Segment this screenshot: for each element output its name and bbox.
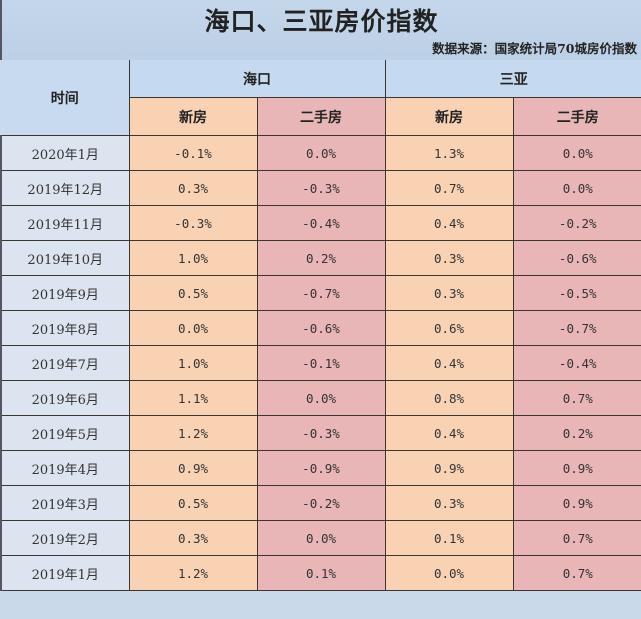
haikou-new-cell: 1.2% — [128, 415, 258, 451]
sanya-new-cell: 0.1% — [384, 520, 514, 556]
table-row: 2019年5月 1.2% -0.3% 0.4% 0.2% — [0, 415, 641, 451]
haikou-used-cell: 0.0% — [256, 520, 386, 556]
sanya-new-cell: 0.6% — [384, 310, 514, 346]
date-cell: 2019年8月 — [0, 310, 130, 346]
haikou-new-cell: 1.0% — [128, 345, 258, 381]
table-row: 2019年11月 -0.3% -0.4% 0.4% -0.2% — [0, 205, 641, 241]
haikou-new-cell: 0.5% — [128, 485, 258, 521]
sanya-used-cell: 0.0% — [512, 170, 641, 206]
haikou-used-cell: 0.1% — [256, 555, 386, 591]
header-time: 时间 — [1, 60, 130, 136]
haikou-used-cell: -0.3% — [256, 170, 386, 206]
table-row: 2019年2月 0.3% 0.0% 0.1% 0.7% — [0, 520, 641, 556]
haikou-used-cell: 0.2% — [256, 240, 386, 276]
haikou-used-cell: -0.9% — [256, 450, 386, 486]
table-row: 2019年1月 1.2% 0.1% 0.0% 0.7% — [0, 555, 641, 591]
date-cell: 2019年6月 — [0, 380, 130, 416]
sanya-new-cell: 0.4% — [384, 415, 514, 451]
sanya-new-cell: 0.7% — [384, 170, 514, 206]
haikou-used-cell: -0.1% — [256, 345, 386, 381]
header-sanya-new: 新房 — [384, 97, 514, 136]
date-cell: 2019年5月 — [0, 415, 130, 451]
table-body: 2020年1月 -0.1% 0.0% 1.3% 0.0% 2019年12月 0.3% -0.3… — [0, 135, 641, 591]
sanya-used-cell: 0.9% — [512, 485, 641, 521]
table-row: 2019年12月 0.3% -0.3% 0.7% 0.0% — [0, 170, 641, 206]
haikou-new-cell: 1.0% — [128, 240, 258, 276]
haikou-new-cell: 1.2% — [128, 555, 258, 591]
haikou-new-cell: -0.1% — [128, 135, 258, 171]
sanya-used-cell: -0.5% — [512, 275, 641, 311]
date-cell: 2019年1月 — [0, 555, 130, 591]
page-title: 海口、三亚房价指数 — [204, 7, 439, 36]
table-row: 2019年8月 0.0% -0.6% 0.6% -0.7% — [0, 310, 641, 346]
sanya-used-cell: 0.0% — [512, 135, 641, 171]
haikou-new-cell: 1.1% — [128, 380, 258, 416]
haikou-used-cell: -0.4% — [256, 205, 386, 241]
header-city-sanya: 三亚 — [384, 60, 641, 98]
sanya-new-cell: 0.8% — [384, 380, 514, 416]
haikou-used-cell: -0.2% — [256, 485, 386, 521]
sanya-used-cell: -0.4% — [512, 345, 641, 381]
haikou-used-cell: -0.7% — [256, 275, 386, 311]
sanya-used-cell: 0.9% — [512, 450, 641, 486]
haikou-new-cell: 0.3% — [128, 170, 258, 206]
sanya-new-cell: 0.3% — [384, 485, 514, 521]
sanya-used-cell: -0.2% — [512, 205, 641, 241]
table-row: 2019年7月 1.0% -0.1% 0.4% -0.4% — [0, 345, 641, 381]
sanya-used-cell: 0.7% — [512, 380, 641, 416]
table-row: 2019年6月 1.1% 0.0% 0.8% 0.7% — [0, 380, 641, 416]
sanya-used-cell: 0.2% — [512, 415, 641, 451]
table-row: 2019年3月 0.5% -0.2% 0.3% 0.9% — [0, 485, 641, 521]
header-haikou-new: 新房 — [128, 97, 258, 136]
table-row: 2020年1月 -0.1% 0.0% 1.3% 0.0% — [0, 135, 641, 171]
date-cell: 2019年2月 — [0, 520, 130, 556]
sanya-new-cell: 1.3% — [384, 135, 514, 171]
header-sanya-used: 二手房 — [512, 97, 641, 136]
haikou-new-cell: 0.9% — [128, 450, 258, 486]
table-row: 2019年9月 0.5% -0.7% 0.3% -0.5% — [0, 275, 641, 311]
date-cell: 2019年4月 — [0, 450, 130, 486]
date-cell: 2019年11月 — [0, 205, 130, 241]
header-haikou-used: 二手房 — [256, 97, 386, 136]
haikou-used-cell: -0.6% — [256, 310, 386, 346]
date-cell: 2019年7月 — [0, 345, 130, 381]
sanya-new-cell: 0.3% — [384, 240, 514, 276]
sanya-new-cell: 0.4% — [384, 205, 514, 241]
sanya-new-cell: 0.9% — [384, 450, 514, 486]
haikou-used-cell: 0.0% — [256, 135, 386, 171]
header-city-haikou: 海口 — [128, 60, 386, 98]
haikou-new-cell: 0.0% — [128, 310, 258, 346]
haikou-used-cell: -0.3% — [256, 415, 386, 451]
sanya-used-cell: -0.7% — [512, 310, 641, 346]
sanya-new-cell: 0.3% — [384, 275, 514, 311]
haikou-new-cell: -0.3% — [128, 205, 258, 241]
haikou-new-cell: 0.5% — [128, 275, 258, 311]
sanya-used-cell: 0.7% — [512, 520, 641, 556]
haikou-used-cell: 0.0% — [256, 380, 386, 416]
sanya-used-cell: -0.6% — [512, 240, 641, 276]
sanya-new-cell: 0.4% — [384, 345, 514, 381]
price-index-table: 时间 海口 三亚 新房 二手房 新房 二手房 2020年1月 -0.1% 0.0% 1… — [0, 60, 641, 591]
table-row: 2019年4月 0.9% -0.9% 0.9% 0.9% — [0, 450, 641, 486]
date-cell: 2019年9月 — [0, 275, 130, 311]
haikou-new-cell: 0.3% — [128, 520, 258, 556]
table-row: 2019年10月 1.0% 0.2% 0.3% -0.6% — [0, 240, 641, 276]
date-cell: 2019年12月 — [0, 170, 130, 206]
data-source-note: 数据来源：国家统计局70城房价指数 — [432, 41, 637, 56]
sanya-new-cell: 0.0% — [384, 555, 514, 591]
date-cell: 2019年3月 — [0, 485, 130, 521]
title-band: 海口、三亚房价指数 数据来源：国家统计局70城房价指数 — [0, 0, 641, 60]
date-cell: 2020年1月 — [0, 135, 130, 171]
sanya-used-cell: 0.7% — [512, 555, 641, 591]
date-cell: 2019年10月 — [0, 240, 130, 276]
